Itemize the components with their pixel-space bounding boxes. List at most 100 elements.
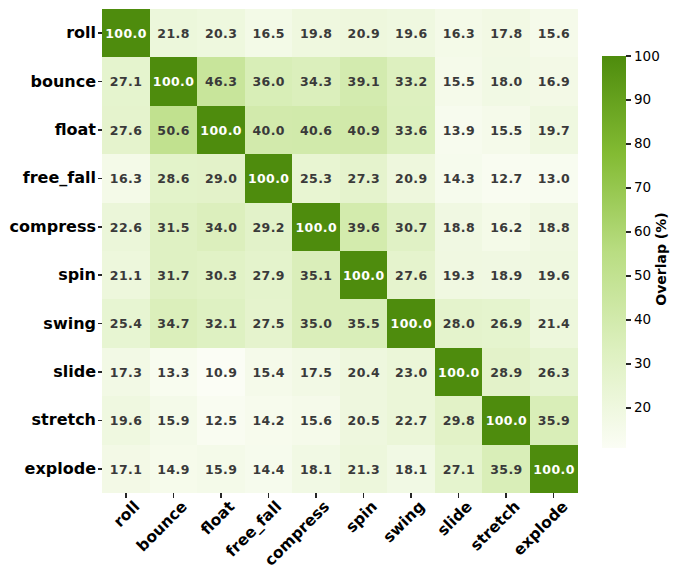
- heatmap-cell: 27.6: [102, 106, 150, 155]
- heatmap-cell: 39.6: [340, 203, 388, 252]
- y-tick-mark: [98, 178, 103, 180]
- y-tick-mark: [98, 371, 103, 373]
- heatmap-cell: 35.5: [340, 299, 388, 348]
- heatmap-cell: 22.7: [387, 396, 435, 445]
- heatmap-cell: 100.0: [150, 57, 198, 106]
- x-axis-label: bounce: [134, 499, 190, 555]
- x-axis-label: roll: [111, 499, 142, 530]
- heatmap-cell: 18.1: [387, 445, 435, 494]
- heatmap-cell: 100.0: [102, 9, 150, 58]
- heatmap-cell: 100.0: [292, 203, 340, 252]
- x-tick-mark: [125, 493, 127, 498]
- heatmap-cell: 20.9: [387, 154, 435, 203]
- x-tick-mark: [220, 493, 222, 498]
- heatmap-cell: 31.7: [150, 251, 198, 300]
- heatmap-cell: 100.0: [340, 251, 388, 300]
- heatmap-cell: 35.9: [530, 396, 578, 445]
- y-axis-label: float: [55, 122, 96, 138]
- heatmap-cell: 14.4: [245, 445, 293, 494]
- heatmap-cell: 30.3: [197, 251, 245, 300]
- heatmap-cell: 15.4: [245, 348, 293, 397]
- heatmap-cell: 35.1: [292, 251, 340, 300]
- heatmap-cell: 28.9: [482, 348, 530, 397]
- x-tick-mark: [458, 493, 460, 498]
- heatmap-cell: 20.5: [340, 396, 388, 445]
- y-tick-mark: [98, 32, 103, 34]
- x-axis-label: spin: [344, 499, 381, 536]
- heatmap-cell: 14.2: [245, 396, 293, 445]
- heatmap-cell: 23.0: [387, 348, 435, 397]
- heatmap-cell: 15.5: [482, 106, 530, 155]
- colorbar-tick-label: 50: [634, 269, 651, 283]
- y-tick-mark: [98, 129, 103, 131]
- colorbar-tick-mark: [626, 407, 631, 409]
- x-tick-mark: [268, 493, 270, 498]
- heatmap-cell: 19.7: [530, 106, 578, 155]
- colorbar-tick-mark: [626, 143, 631, 145]
- colorbar-tick-label: 90: [634, 93, 651, 107]
- colorbar-tick-mark: [626, 363, 631, 365]
- heatmap-cell: 17.1: [102, 445, 150, 494]
- heatmap-cell: 40.9: [340, 106, 388, 155]
- y-tick-mark: [98, 468, 103, 470]
- heatmap-cell: 19.3: [435, 251, 483, 300]
- heatmap-cell: 18.0: [482, 57, 530, 106]
- heatmap-cell: 33.2: [387, 57, 435, 106]
- heatmap-cell: 33.6: [387, 106, 435, 155]
- heatmap-cell: 40.6: [292, 106, 340, 155]
- heatmap-cell: 100.0: [482, 396, 530, 445]
- heatmap-cell: 16.2: [482, 203, 530, 252]
- y-axis-label: free_fall: [23, 170, 96, 186]
- heatmap-cell: 21.8: [150, 9, 198, 58]
- heatmap-cell: 32.1: [197, 299, 245, 348]
- heatmap-cell: 22.6: [102, 203, 150, 252]
- heatmap-cell: 16.9: [530, 57, 578, 106]
- x-tick-mark: [173, 493, 175, 498]
- heatmap-cell: 13.3: [150, 348, 198, 397]
- heatmap-cell: 14.3: [435, 154, 483, 203]
- y-axis-label: stretch: [32, 412, 96, 428]
- heatmap-cell: 30.7: [387, 203, 435, 252]
- heatmap-cell: 17.8: [482, 9, 530, 58]
- y-tick-mark: [98, 226, 103, 228]
- colorbar-tick-mark: [626, 275, 631, 277]
- heatmap-cell: 35.0: [292, 299, 340, 348]
- heatmap-cell: 34.0: [197, 203, 245, 252]
- heatmap-cell: 46.3: [197, 57, 245, 106]
- heatmap-cell: 19.8: [292, 9, 340, 58]
- heatmap-cell: 29.2: [245, 203, 293, 252]
- heatmap-cell: 18.8: [435, 203, 483, 252]
- colorbar-tick-mark: [626, 187, 631, 189]
- heatmap-cell: 13.0: [530, 154, 578, 203]
- colorbar-tick-label: 80: [634, 137, 651, 151]
- heatmap-cell: 15.6: [292, 396, 340, 445]
- heatmap-cell: 27.1: [435, 445, 483, 494]
- heatmap-cell: 27.6: [387, 251, 435, 300]
- y-axis-label: slide: [53, 364, 96, 380]
- heatmap-cell: 12.5: [197, 396, 245, 445]
- heatmap-cell: 39.1: [340, 57, 388, 106]
- colorbar-gradient: [602, 56, 626, 448]
- colorbar-tick-mark: [626, 319, 631, 321]
- heatmap-cell: 15.9: [197, 445, 245, 494]
- heatmap-cell: 21.4: [530, 299, 578, 348]
- y-axis-label: explode: [25, 461, 96, 477]
- y-axis-label: swing: [43, 316, 96, 332]
- x-tick-mark: [505, 493, 507, 498]
- heatmap-cell: 20.9: [340, 9, 388, 58]
- heatmap-cell: 12.7: [482, 154, 530, 203]
- heatmap-cell: 29.8: [435, 396, 483, 445]
- heatmap-cell: 34.3: [292, 57, 340, 106]
- x-axis-label: slide: [435, 499, 475, 539]
- x-axis-label: swing: [381, 499, 428, 546]
- heatmap-cell: 17.5: [292, 348, 340, 397]
- y-axis-label: spin: [58, 267, 96, 283]
- heatmap-cell: 10.9: [197, 348, 245, 397]
- heatmap-cell: 15.6: [530, 9, 578, 58]
- heatmap-cell: 34.7: [150, 299, 198, 348]
- colorbar-tick-mark: [626, 231, 631, 233]
- heatmap-cell: 18.9: [482, 251, 530, 300]
- heatmap-cell: 27.5: [245, 299, 293, 348]
- colorbar-tick-label: 30: [634, 357, 651, 371]
- y-tick-mark: [98, 323, 103, 325]
